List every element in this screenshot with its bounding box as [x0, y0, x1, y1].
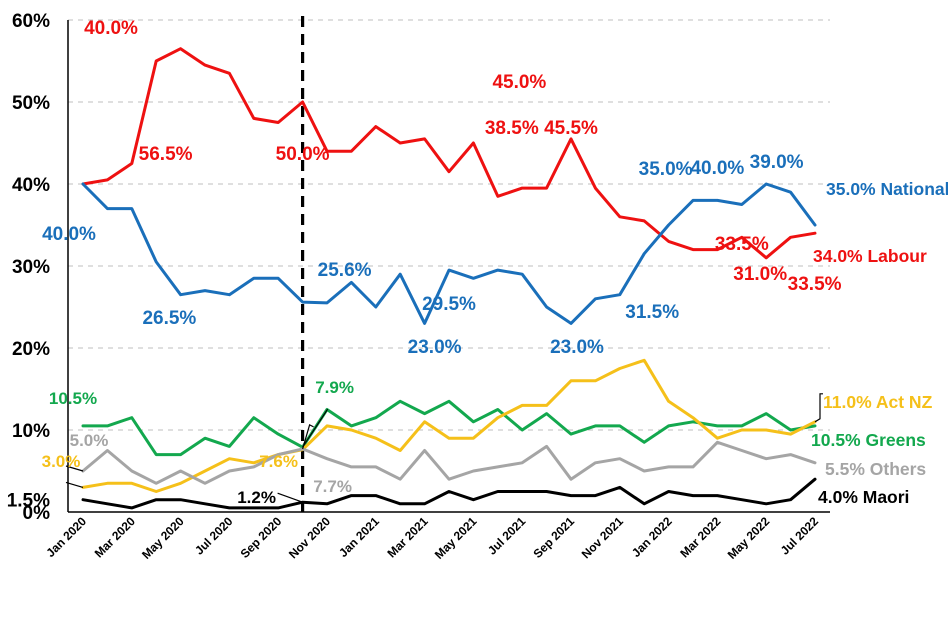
data-label-national: 39.0%: [750, 152, 804, 173]
data-label-others: 5.0%: [70, 431, 109, 450]
data-label-national: 23.0%: [550, 337, 604, 358]
series-line-greens: [81, 399, 817, 457]
annotation-leader-act-nz-end: [814, 393, 823, 423]
series-line-labour: [81, 47, 817, 260]
series-end-label-greens: 10.5% Greens: [811, 430, 926, 450]
series-line-others: [81, 440, 817, 485]
y-tick-label: 0%: [23, 503, 51, 524]
annotation-leader-greens: [302, 408, 329, 448]
series-line-maori: [81, 477, 817, 510]
series-end-labels: 34.0% Labour 35.0% National 10.5% Greens 11…: [811, 179, 948, 507]
y-tick-labels: 0%1.5% 10% 20% 30% 40% 50% 60%: [7, 11, 50, 524]
x-tick-label: Sep 2021: [530, 514, 577, 561]
x-tick-label: Nov 2021: [579, 514, 626, 561]
y-tick-label: 20%: [12, 339, 50, 360]
gridlines: [68, 19, 830, 431]
series-end-label-maori: 4.0% Maori: [818, 487, 909, 507]
data-label-national: 25.6%: [318, 260, 372, 281]
annotation-leader-others: [65, 465, 84, 472]
x-tick-label: May 2020: [139, 514, 187, 562]
data-label-national: 31.5%: [625, 302, 679, 323]
data-label-greens: 7.9%: [315, 378, 354, 397]
data-label-others: 7.7%: [313, 477, 352, 496]
data-label-national: 40.0%: [690, 158, 744, 179]
x-tick-label: Jan 2021: [336, 514, 382, 560]
data-label-act-nz: 7.6%: [259, 452, 298, 471]
x-tick-label: Mar 2022: [677, 514, 723, 560]
data-label-act-nz: 3.0%: [42, 452, 81, 471]
y-tick-label: 1.5%: [7, 491, 50, 512]
y-tick-label: 50%: [12, 93, 50, 114]
data-label-labour: 45.5%: [544, 118, 598, 139]
data-label-labour: 50.0%: [276, 144, 330, 165]
x-tick-label: Jan 2020: [43, 514, 89, 560]
y-tick-label: 40%: [12, 175, 50, 196]
data-label-national: 29.5%: [422, 294, 476, 315]
data-label-labour: 31.0%: [733, 264, 787, 285]
x-tick-label: Jul 2021: [485, 514, 529, 558]
data-label-labour: 33.5%: [788, 274, 842, 295]
data-label-maori: 1.2%: [237, 488, 276, 507]
data-label-national: 23.0%: [408, 337, 462, 358]
series-end-label-act-nz: 11.0% Act NZ: [823, 392, 933, 412]
annotation-leader-maori: [277, 492, 303, 503]
x-tick-label: Mar 2021: [384, 514, 430, 560]
x-tick-label: Mar 2020: [92, 514, 138, 560]
series-lines: [81, 47, 817, 510]
annotation-labels: 56.5%40.0%50.0%45.0%45.5%38.5%33.5%31.0%…: [42, 18, 842, 507]
series-end-label-national: 35.0% National: [826, 179, 948, 199]
data-label-labour: 38.5%: [485, 118, 539, 139]
axes: [67, 20, 830, 513]
x-tick-label: May 2021: [432, 514, 480, 562]
x-tick-label: Sep 2020: [238, 514, 285, 561]
data-label-greens: 10.5%: [49, 389, 97, 408]
annotation-leader-others: [302, 424, 314, 450]
annotation-leader-act-nz: [65, 481, 84, 488]
data-label-labour: 40.0%: [84, 18, 138, 39]
series-end-label-others: 5.5% Others: [825, 459, 926, 479]
data-label-national: 26.5%: [142, 308, 196, 329]
data-label-national: 40.0%: [42, 224, 96, 245]
x-tick-label: Jul 2022: [778, 514, 822, 558]
annotation-leaders: [65, 393, 823, 503]
x-tick-labels: Jan 2020 Mar 2020 May 2020 Jul 2020 Sep 2020…: [43, 514, 821, 562]
series-line-act-nz: [81, 358, 817, 493]
y-tick-label: 30%: [12, 257, 50, 278]
data-label-labour: 45.0%: [492, 72, 546, 93]
series-end-label-labour: 34.0% Labour: [813, 246, 927, 266]
data-label-labour: 56.5%: [139, 144, 193, 165]
y-tick-label: 60%: [12, 11, 50, 32]
data-label-labour: 33.5%: [715, 234, 769, 255]
x-tick-label: Nov 2020: [286, 514, 333, 561]
series-line-national: [81, 182, 817, 325]
y-tick-label: 10%: [12, 421, 50, 442]
data-label-national: 35.0%: [639, 159, 693, 180]
x-tick-label: May 2022: [725, 514, 773, 562]
x-tick-label: Jan 2022: [629, 514, 675, 560]
x-tick-label: Jul 2020: [192, 514, 236, 558]
